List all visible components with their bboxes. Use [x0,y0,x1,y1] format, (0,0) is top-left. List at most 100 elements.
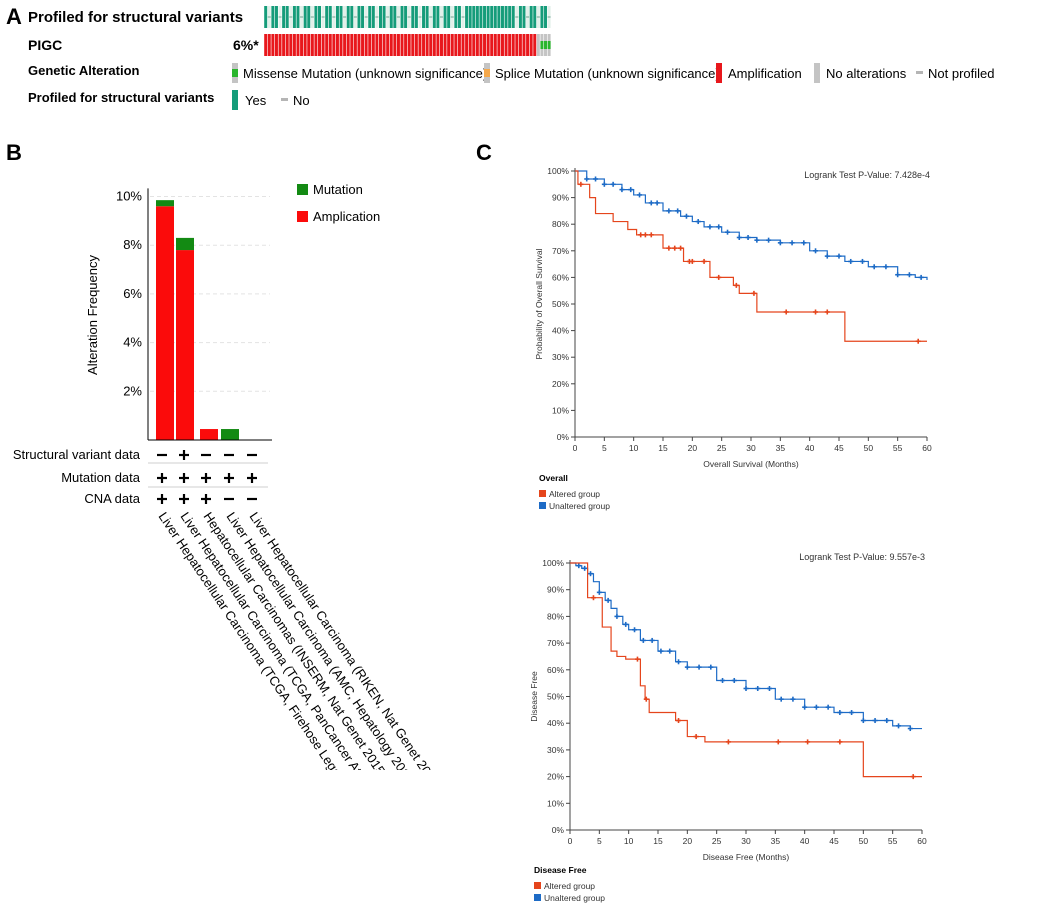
km-x-tick-label: 60 [922,443,932,453]
oncoprint-row-label-structural: Profiled for structural variants [28,9,244,26]
legend-amplification: Amplification [716,63,802,83]
legend-not-profiled-label: Not profiled [928,65,995,81]
oncoprint-profiled-cell [508,6,512,28]
oncoprint-gene-cell [511,34,515,56]
oncoprint-gene-cell [414,34,418,56]
oncoprint-gene-percent: 6%* [233,37,259,53]
km-x-axis-label: Overall Survival (Months) [703,459,799,469]
oncoprint-not-profiled-mark [429,16,433,18]
no-alteration-swatch-icon [814,63,820,83]
oncoprint-gene-cell [389,34,393,56]
km-x-tick-label: 25 [712,836,722,846]
oncoprint-gene-cell [436,34,440,56]
oncoprint-profiled-cell [540,6,544,28]
oncoprint-profiled-cell [454,6,458,28]
oncoprint-profiled-cell [425,6,429,28]
km-x-tick-label: 0 [568,836,573,846]
oncoprint-profiled-cell [465,6,469,28]
km-y-tick-label: 40% [547,718,564,728]
oncoprint-profiled-cell [382,6,386,28]
oncoprint-gene-cell [310,34,314,56]
oncoprint-profiled-cell [533,6,537,28]
oncoprint-profiled-cell [518,6,522,28]
oncoprint-gene-cell [300,34,304,56]
oncoprint-gene-cell [271,34,275,56]
km-y-tick-label: 80% [552,219,569,229]
km-y-tick-label: 10% [547,798,564,808]
oncoprint-profiled-cell [490,6,494,28]
oncoprint-not-profiled-mark [364,16,368,18]
legend-missense: Missense Mutation (unknown significance) [232,63,487,83]
bar-amplification [176,250,194,440]
oncoprint-profiled-cell [350,6,354,28]
oncoprint-profiled-cell [264,6,268,28]
oncoprint-gene-cell [443,34,447,56]
oncoprint-gene-cell [375,34,379,56]
matrix-row-label: Mutation data [61,470,141,485]
alteration-frequency-chart: 2% 4% 6% 8% 10% Alteration Frequency Mutatio… [13,182,445,770]
oncoprint-gene-cell [368,34,372,56]
oncoprint-not-profiled-mark [461,16,465,18]
km-y-tick-label: 10% [552,405,569,415]
oncoprint-not-profiled-mark [343,16,347,18]
km-y-tick-label: 30% [547,745,564,755]
km-y-tick-label: 60% [552,272,569,282]
km-x-tick-label: 25 [717,443,727,453]
oncoprint-gene-cell [490,34,494,56]
km-x-tick-label: 10 [624,836,634,846]
km-x-tick-label: 35 [776,443,786,453]
oncoprint-profiled-cell [486,6,490,28]
oncoprint-profiled-cell [371,6,375,28]
km-x-tick-label: 30 [746,443,756,453]
km-y-axis-label: Probability of Overall Survival [534,248,544,359]
oncoprint-profiled-cell [443,6,447,28]
oncoprint-gene-cell [292,34,296,56]
km-y-tick-label: 60% [547,665,564,675]
legend-splice-label: Splice Mutation (unknown significance) [495,65,720,81]
oncoprint-gene-cell [483,34,487,56]
legend-no-label: No [293,92,310,108]
oncoprint-mutation-mark [540,41,544,49]
oncoprint-not-profiled-mark [450,16,454,18]
oncoprint-not-profiled-mark [439,16,443,18]
km-x-tick-label: 55 [893,443,903,453]
oncoprint-profiled-cell [325,6,329,28]
oncoprint-gene-cell [526,34,530,56]
oncoprint-gene-cell [432,34,436,56]
oncoprint-profiled-cell [389,6,393,28]
panel-letter-c: C [476,140,492,165]
oncoprint-mutation-mark [547,41,551,49]
oncoprint-gene-cell [504,34,508,56]
bar-category-label: Hepatocellular Carcinomas (INSERM, Nat G… [201,509,391,770]
km-legend-altered-swatch [539,490,546,497]
km-y-axis-label: Disease Free [529,671,539,722]
km-x-tick-label: 40 [800,836,810,846]
km-pvalue-text: Logrank Test P-Value: 7.428e-4 [804,170,930,180]
km-legend-altered-swatch [534,882,541,889]
oncoprint-profiled-cell [483,6,487,28]
oncoprint-profiled-cell [346,6,350,28]
oncoprint-gene-cell [303,34,307,56]
km-legend-altered-label: Altered group [549,489,600,499]
bar-y-tick-label: 8% [123,237,142,252]
km-x-tick-label: 5 [602,443,607,453]
km-y-tick-label: 40% [552,326,569,336]
oncoprint-gene-cell [371,34,375,56]
oncoprint-gene-cell [335,34,339,56]
oncoprint-gene-cell [289,34,293,56]
oncoprint-profiled-cell [529,6,533,28]
oncoprint-gene-cell [465,34,469,56]
oncoprint-gene-cell [296,34,300,56]
oncoprint-gene-cell [361,34,365,56]
profiled-no-swatch-icon [281,98,288,101]
km-y-tick-label: 0% [557,432,570,442]
km-legend-title: Disease Free [534,865,587,875]
oncoprint-profiled-cell [497,6,501,28]
oncoprint-gene-cell [285,34,289,56]
oncoprint-profiled-cell [307,6,311,28]
oncoprint-profiled-cell [296,6,300,28]
km-x-tick-label: 45 [834,443,844,453]
km-curve-unaltered [570,562,922,730]
km-y-tick-label: 50% [547,692,564,702]
oncoprint-gene-cell [454,34,458,56]
